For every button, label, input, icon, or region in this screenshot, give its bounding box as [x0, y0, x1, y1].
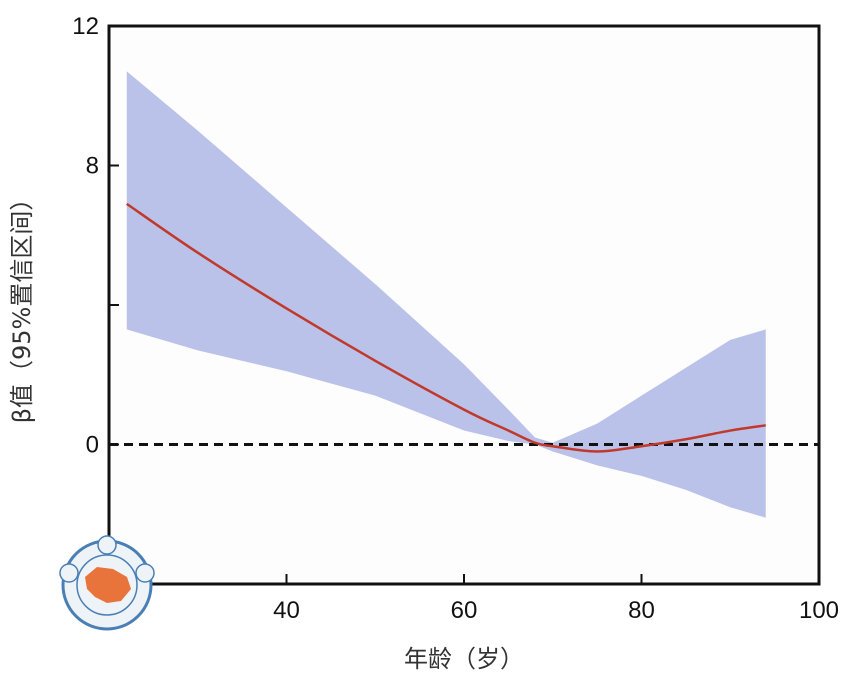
logo-petal [97, 535, 117, 555]
y-tick-label: 8 [86, 153, 99, 180]
logo-inner-ring [76, 554, 138, 616]
y-axis-label: β值（95%置信区间） [8, 187, 36, 424]
x-tick-label: 80 [628, 597, 655, 624]
logo-map-shape [85, 567, 131, 603]
y-tick-label: 12 [72, 13, 99, 40]
y-tick-label: 0 [86, 432, 99, 459]
x-tick-label: 60 [451, 597, 478, 624]
logo-petal [59, 563, 79, 583]
cma-logo [59, 535, 155, 631]
x-axis-label: 年龄（岁） [404, 645, 524, 673]
confidence-band-layer [126, 71, 766, 518]
logo-petal [135, 563, 155, 583]
x-tick-label: 40 [273, 597, 300, 624]
beta-line-layer [126, 202, 766, 453]
beta-curve [126, 202, 766, 453]
x-tick-label: 100 [799, 597, 839, 624]
confidence-band [126, 71, 766, 518]
